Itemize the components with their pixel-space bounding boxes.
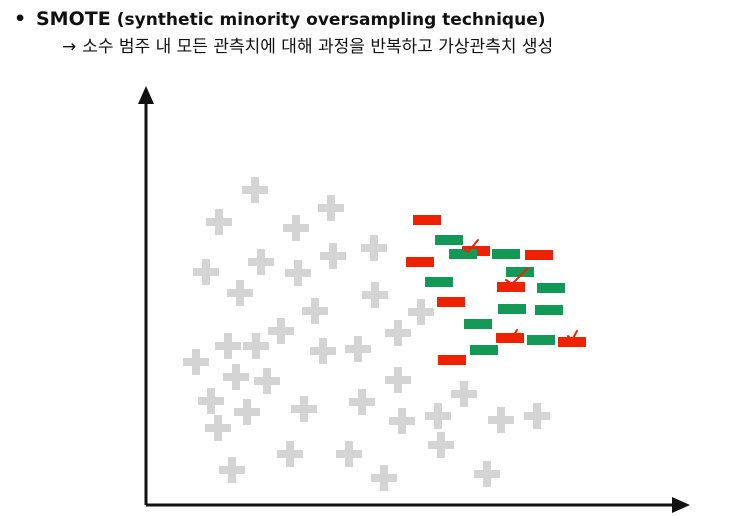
synthetic-point xyxy=(492,249,520,259)
check-mark-icon xyxy=(507,329,518,340)
synthetic-point xyxy=(537,283,565,293)
plus-icon xyxy=(524,403,550,429)
slide-title: • SMOTE (synthetic minority oversampling … xyxy=(14,7,546,32)
plus-icon xyxy=(336,441,362,467)
minority-point xyxy=(413,215,441,225)
plus-icon xyxy=(215,333,241,359)
synthetic-point xyxy=(464,319,492,329)
plus-icon xyxy=(291,396,317,422)
plus-icon xyxy=(302,298,328,324)
synthetic-point xyxy=(470,345,498,355)
plus-icon xyxy=(242,177,268,203)
minority-point xyxy=(406,257,434,267)
plus-icon xyxy=(243,333,269,359)
bullet-icon: • xyxy=(14,8,27,30)
plus-icon xyxy=(234,399,260,425)
check-mark-icon xyxy=(567,330,578,342)
plus-icon xyxy=(193,259,219,285)
plus-icon xyxy=(227,280,253,306)
arrow-right-icon: → xyxy=(62,37,77,57)
plus-icon xyxy=(268,318,294,344)
plus-icon xyxy=(349,389,375,415)
plus-icon xyxy=(345,336,371,362)
plus-icon xyxy=(320,243,346,269)
plus-icon xyxy=(428,432,454,458)
title-acronym: SMOTE xyxy=(36,8,111,30)
plus-icon xyxy=(254,368,280,394)
minority-point xyxy=(497,282,525,292)
axes xyxy=(138,86,690,513)
plus-icon xyxy=(205,415,231,441)
slide-subtitle: → 소수 범주 내 모든 관측치에 대해 과정을 반복하고 가상관측치 생성 xyxy=(62,36,553,58)
synthetic-point xyxy=(498,304,526,314)
plus-icon xyxy=(474,461,500,487)
interpolation-marks xyxy=(462,239,578,342)
plus-icon xyxy=(285,260,311,286)
synthetic-point xyxy=(527,335,555,345)
synthetic-point xyxy=(425,277,453,287)
minority-point xyxy=(525,250,553,260)
plus-icon xyxy=(310,338,336,364)
minority-point xyxy=(496,333,524,343)
plus-icon xyxy=(488,407,514,433)
plus-icon xyxy=(248,249,274,275)
plus-icon xyxy=(318,195,344,221)
plus-icon xyxy=(425,403,451,429)
plus-icon xyxy=(389,408,415,434)
plus-icon xyxy=(362,282,388,308)
minority-point xyxy=(437,297,465,307)
check-mark-icon xyxy=(505,267,529,286)
plus-icon xyxy=(385,367,411,393)
synthetic-point xyxy=(435,235,463,245)
synthetic-point xyxy=(506,267,534,277)
x-axis-arrowhead xyxy=(672,497,690,513)
minority-point xyxy=(558,337,586,347)
plus-icon xyxy=(408,299,434,325)
plus-icon xyxy=(371,465,397,491)
synthetic-point xyxy=(449,249,477,259)
plus-icon xyxy=(277,441,303,467)
plus-icon xyxy=(198,388,224,414)
plus-icon xyxy=(385,320,411,346)
plus-icon xyxy=(361,235,387,261)
plus-icon xyxy=(219,457,245,483)
synthetic-point xyxy=(535,305,563,315)
plus-icon xyxy=(451,381,477,407)
majority-class-points xyxy=(183,177,550,491)
plus-icon xyxy=(283,215,309,241)
synthetic-points xyxy=(425,235,565,355)
title-expansion: (synthetic minority oversampling techniq… xyxy=(116,10,546,30)
minority-point xyxy=(438,355,466,365)
subtitle-text: 소수 범주 내 모든 관측치에 대해 과정을 반복하고 가상관측치 생성 xyxy=(82,37,554,57)
plus-icon xyxy=(223,364,249,390)
check-mark-icon xyxy=(462,239,479,254)
plus-icon xyxy=(206,209,232,235)
y-axis-arrowhead xyxy=(138,86,154,104)
plus-icon xyxy=(183,349,209,375)
